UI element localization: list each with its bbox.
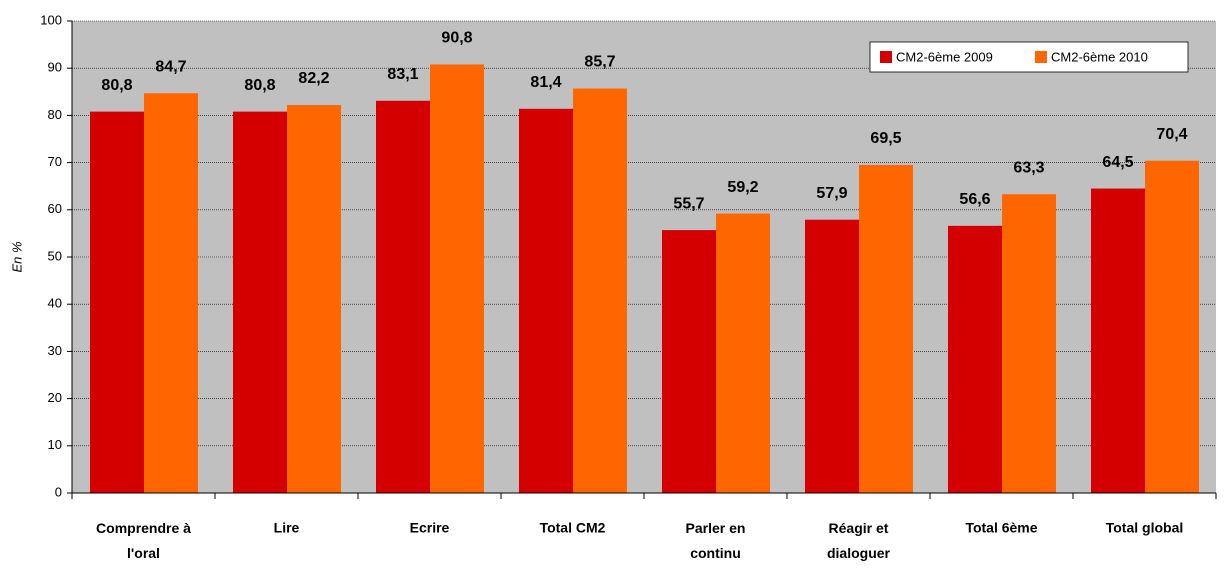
legend-swatch bbox=[880, 51, 892, 63]
value-label: 64,5 bbox=[1102, 154, 1133, 171]
value-label: 57,9 bbox=[816, 185, 847, 202]
x-tick-label: Réagir et dialoguer bbox=[827, 520, 891, 561]
bar bbox=[233, 111, 287, 494]
value-label: 83,1 bbox=[387, 66, 418, 83]
value-label: 70,4 bbox=[1156, 126, 1187, 143]
y-tick-label: 30 bbox=[48, 343, 62, 358]
y-tick-label: 100 bbox=[40, 12, 62, 27]
value-label: 59,2 bbox=[727, 179, 758, 196]
bar bbox=[287, 105, 341, 494]
y-tick-label: 70 bbox=[48, 154, 62, 169]
x-tick-label: Lire bbox=[274, 520, 300, 536]
y-tick-label: 0 bbox=[55, 484, 62, 499]
y-tick-label: 90 bbox=[48, 60, 62, 75]
value-label: 90,8 bbox=[441, 30, 472, 47]
value-label: 80,8 bbox=[244, 77, 275, 94]
bar bbox=[662, 230, 716, 493]
value-label: 63,3 bbox=[1013, 159, 1044, 176]
bar bbox=[144, 93, 198, 493]
x-tick-label: Total 6ème bbox=[965, 520, 1037, 536]
bar bbox=[948, 225, 1002, 493]
y-tick-label: 20 bbox=[48, 390, 62, 405]
bar bbox=[1091, 188, 1145, 493]
value-label: 55,7 bbox=[673, 195, 704, 212]
y-tick-label: 50 bbox=[48, 248, 62, 263]
y-tick-label: 80 bbox=[48, 107, 62, 122]
bar bbox=[716, 213, 770, 494]
value-label: 82,2 bbox=[298, 70, 329, 87]
x-tick-label: Total CM2 bbox=[540, 520, 606, 536]
value-label: 85,7 bbox=[584, 54, 615, 71]
x-tick-label: Total global bbox=[1106, 520, 1184, 536]
legend bbox=[869, 41, 1189, 73]
y-axis-label: En % bbox=[9, 241, 24, 272]
bar bbox=[573, 88, 627, 493]
value-label: 84,7 bbox=[155, 58, 186, 75]
x-tick-label: Comprendre à l'oral bbox=[96, 520, 191, 561]
value-label: 80,8 bbox=[101, 77, 132, 94]
bar bbox=[430, 64, 484, 493]
bar bbox=[805, 219, 859, 493]
value-label: 81,4 bbox=[530, 74, 561, 91]
legend-label: CM2-6ème 2010 bbox=[1051, 49, 1148, 64]
legend-swatch bbox=[1035, 51, 1047, 63]
bar bbox=[1145, 160, 1199, 493]
value-label: 69,5 bbox=[870, 130, 901, 147]
bar bbox=[1002, 194, 1056, 493]
bar bbox=[90, 111, 144, 494]
y-tick-label: 60 bbox=[48, 201, 62, 216]
y-tick-label: 10 bbox=[48, 437, 62, 452]
bar bbox=[519, 108, 573, 494]
x-tick-label: Parler en continu bbox=[686, 520, 746, 561]
bar bbox=[859, 164, 913, 493]
x-tick-label: Ecrire bbox=[410, 520, 450, 536]
value-label: 56,6 bbox=[959, 191, 990, 208]
bar bbox=[376, 100, 430, 493]
y-tick-label: 40 bbox=[48, 296, 62, 311]
legend-label: CM2-6ème 2009 bbox=[896, 49, 993, 64]
